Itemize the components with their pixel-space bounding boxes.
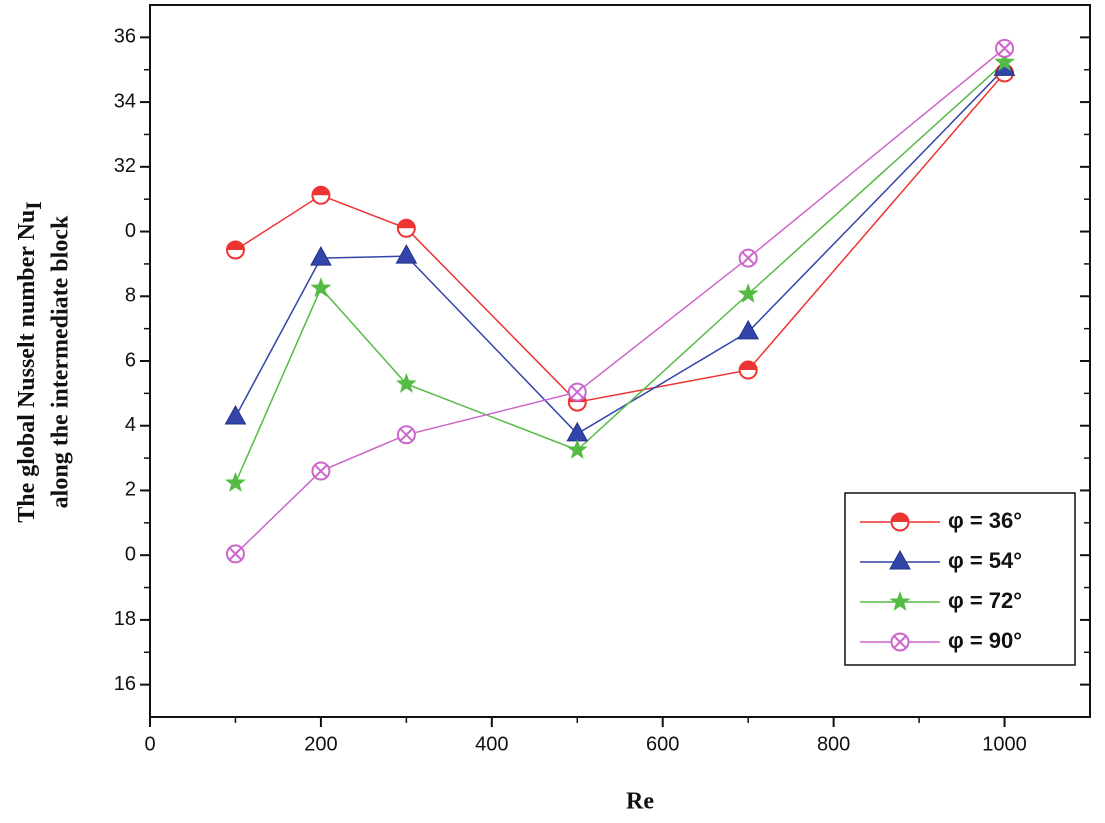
series-line xyxy=(234,47,1006,555)
marker xyxy=(567,382,587,402)
marker xyxy=(738,360,758,380)
marker xyxy=(994,51,1015,72)
legend-label: φ = 72° xyxy=(948,588,1022,613)
legend-label: φ = 36° xyxy=(948,508,1022,533)
legend-label: φ = 90° xyxy=(948,628,1022,653)
marker-star xyxy=(994,51,1015,72)
marker-star xyxy=(310,277,332,298)
y-tick-label: 32 xyxy=(114,155,136,177)
marker-triangle xyxy=(310,246,332,266)
marker xyxy=(396,218,416,238)
x-tick-label: 0 xyxy=(144,733,155,755)
x-tick-label: 1000 xyxy=(982,733,1027,755)
y-tick-label: 2 xyxy=(125,479,136,501)
marker-half xyxy=(312,186,330,196)
marker-star xyxy=(225,472,246,492)
marker xyxy=(396,425,416,445)
marker xyxy=(890,512,910,532)
marker-star xyxy=(889,591,911,611)
marker-half xyxy=(397,219,415,229)
y-tick-label: 16 xyxy=(114,673,136,695)
marker-cross xyxy=(570,385,584,399)
marker xyxy=(225,544,245,564)
marker-cross xyxy=(741,251,755,265)
marker xyxy=(311,461,331,481)
marker-star xyxy=(737,283,759,303)
marker xyxy=(889,591,911,611)
marker xyxy=(225,240,245,260)
marker-triangle xyxy=(889,549,911,570)
legend-label: φ = 54° xyxy=(948,548,1022,573)
marker-cross xyxy=(314,464,328,478)
series-line xyxy=(234,61,1006,484)
marker xyxy=(889,549,911,570)
x-tick-label: 800 xyxy=(817,733,850,755)
marker-triangle xyxy=(737,319,760,340)
y-tick-label: 34 xyxy=(114,90,136,112)
marker xyxy=(395,373,417,393)
x-tick-label: 600 xyxy=(646,733,679,755)
marker-cross xyxy=(893,635,907,649)
marker xyxy=(224,404,247,425)
marker xyxy=(225,472,246,492)
series-line xyxy=(235,72,1006,403)
y-tick-label: 36 xyxy=(114,26,136,48)
y-label-subscript: I xyxy=(21,201,46,210)
marker-triangle xyxy=(224,404,247,425)
marker-half xyxy=(226,241,244,250)
marker-half xyxy=(739,361,757,371)
y-tick-label: 8 xyxy=(125,285,136,307)
marker-star xyxy=(395,373,417,393)
y-tick-label: 0 xyxy=(125,543,136,565)
y-axis-label: The global Nusselt number NuI xyxy=(14,201,47,523)
marker xyxy=(738,248,758,268)
marker xyxy=(566,439,588,459)
y-axis-label-line2: along the intermediate block xyxy=(48,215,74,508)
x-tick-label: 200 xyxy=(304,733,337,755)
y-label-text: The global Nusselt number Nu xyxy=(14,210,40,523)
marker-half xyxy=(891,513,909,522)
marker xyxy=(311,185,331,205)
x-tick-label: 400 xyxy=(475,733,508,755)
y-tick-label: 6 xyxy=(125,349,136,371)
y-tick-label: 18 xyxy=(114,608,136,630)
marker-star xyxy=(566,439,588,459)
marker xyxy=(737,319,760,340)
marker xyxy=(995,38,1015,58)
series-line xyxy=(234,67,1006,435)
y-tick-label: 0 xyxy=(125,220,136,242)
marker-cross xyxy=(228,547,243,561)
x-axis-label: Re xyxy=(626,789,654,815)
marker xyxy=(310,246,332,266)
marker-cross xyxy=(399,428,414,442)
y-tick-label: 4 xyxy=(125,414,136,436)
marker xyxy=(310,277,332,298)
marker xyxy=(737,283,759,303)
marker xyxy=(395,244,418,264)
marker-cross xyxy=(997,41,1012,56)
marker-triangle xyxy=(395,244,418,264)
marker xyxy=(890,632,910,652)
